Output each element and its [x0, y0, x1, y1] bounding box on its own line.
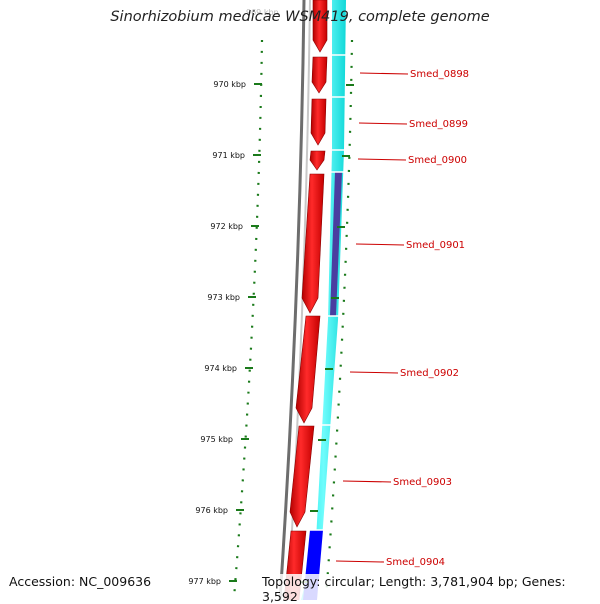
gene-label-leader: [355, 243, 405, 246]
gene-label-smed-0899[interactable]: Smed_0899: [409, 119, 468, 130]
cds-arrows: [283, 0, 328, 601]
cds-arrow-smed-0899[interactable]: [310, 98, 327, 146]
gene-label-smed-0903[interactable]: Smed_0903: [393, 477, 452, 488]
topology-label: Topology: circular; Length: 3,781,904 bp…: [262, 574, 600, 604]
scale-ticks: 970 kbp 971 kbp 972 kbp 973 kbp 974 kbp 975 k…: [188, 80, 354, 586]
scale-dotted-line: [232, 39, 264, 599]
cds-arrow-smed-0903[interactable]: [289, 425, 315, 528]
gene-label-smed-0901[interactable]: Smed_0901: [406, 240, 465, 251]
blast-track-gaps: [308, 54, 347, 531]
tick-label-969: 969 kbp: [246, 8, 279, 17]
gene-label-leader: [349, 371, 399, 374]
accession-label: Accession: NC_009636: [9, 574, 152, 589]
tick-label: 971 kbp: [212, 151, 245, 160]
gene-label-leader: [358, 122, 408, 125]
tick-label: 972 kbp: [210, 222, 243, 231]
tick-label: 977 kbp: [188, 577, 221, 586]
gene-label-smed-0900[interactable]: Smed_0900: [408, 155, 467, 166]
gene-labels: Smed_0898 Smed_0899 Smed_0900 Smed_0901 Smed…: [335, 69, 469, 568]
backbone-outer: [278, 0, 306, 601]
tick-label: 976 kbp: [195, 506, 228, 515]
cds-arrow-smed-0900[interactable]: [309, 150, 326, 171]
tick-label: 974 kbp: [204, 364, 237, 373]
cds-arrow-smed-0902[interactable]: [295, 315, 321, 424]
gene-label-smed-0904[interactable]: Smed_0904: [386, 557, 445, 568]
gene-label-smed-0902[interactable]: Smed_0902: [400, 368, 459, 379]
tick-label: 973 kbp: [207, 293, 240, 302]
cds-arrow-smed-0897[interactable]: [312, 0, 328, 53]
blast-track-dark-segment: [330, 172, 342, 316]
cds-arrow-smed-0898[interactable]: [311, 56, 328, 94]
genome-title: Sinorhizobium medicae WSM419, complete g…: [110, 9, 490, 25]
gene-label-smed-0898[interactable]: Smed_0898: [410, 69, 469, 80]
gene-label-leader: [335, 560, 385, 563]
gene-label-leader: [357, 158, 407, 161]
cds-arrow-smed-0901[interactable]: [301, 173, 325, 314]
tick-label: 975 kbp: [200, 435, 233, 444]
gene-label-leader: [342, 480, 392, 483]
tick-label: 970 kbp: [213, 80, 246, 89]
gene-label-leader: [359, 72, 409, 75]
